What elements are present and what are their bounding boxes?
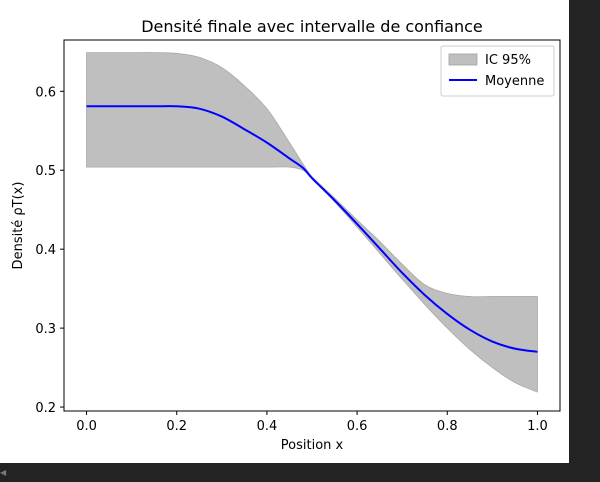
chart-title: Densité finale avec intervalle de confia… [141,17,483,36]
scroll-arrow-icon: ◀ [0,468,7,477]
x-axis-label: Position x [281,438,344,453]
x-tick-label: 0.4 [257,419,278,434]
x-tick-label: 1.0 [527,419,548,434]
series-line-moyenne [86,105,538,353]
y-tick-label: 0.5 [35,164,56,179]
chart-figure: Densité finale avec intervalle de confia… [0,0,569,463]
scroll-corner: ◀ [0,465,10,482]
y-tick-label: 0.3 [35,322,56,337]
y-tick-label: 0.2 [35,401,56,416]
legend-swatch-ic95 [448,53,478,66]
y-tick-label: 0.4 [35,243,56,258]
x-tick-label: 0.2 [166,419,187,434]
x-tick-label: 0.8 [437,419,458,434]
y-axis-label: Densité ρT(x) [11,182,26,270]
legend-label-moyenne: Moyenne [485,74,544,89]
x-tick-label: 0.6 [347,419,368,434]
confidence-band-ic95 [86,52,538,393]
legend-label-ic95: IC 95% [485,53,531,68]
y-tick-label: 0.6 [35,85,56,100]
plot-frame [63,39,561,412]
legend: IC 95% Moyenne [440,45,555,97]
x-tick-label: 0.0 [76,419,97,434]
chart-svg: Densité finale avec intervalle de confia… [11,17,561,453]
